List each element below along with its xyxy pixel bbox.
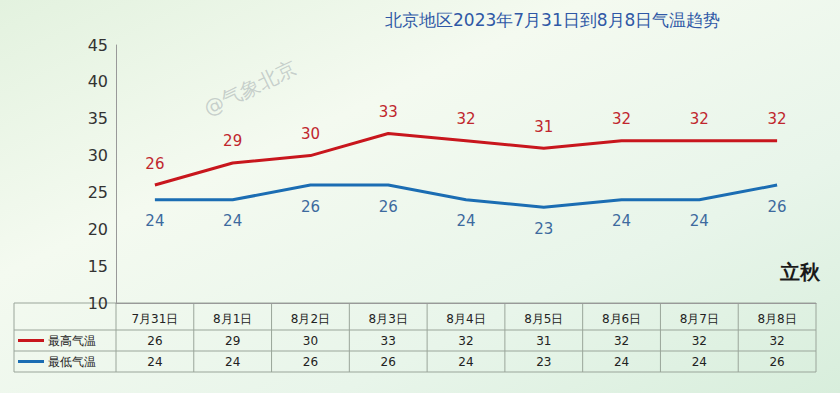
svg-text:@气象北京: @气象北京 [200,55,301,120]
svg-text:8月8日: 8月8日 [757,312,796,326]
svg-text:26: 26 [301,198,320,216]
svg-text:24: 24 [458,355,473,369]
svg-text:23: 23 [536,355,551,369]
svg-text:31: 31 [534,118,553,136]
svg-text:26: 26 [303,355,318,369]
svg-text:26: 26 [147,334,162,348]
svg-text:8月6日: 8月6日 [602,312,641,326]
svg-text:31: 31 [536,334,551,348]
svg-text:32: 32 [458,334,473,348]
svg-text:30: 30 [88,146,108,165]
svg-text:24: 24 [225,355,240,369]
svg-text:15: 15 [88,257,108,276]
svg-text:24: 24 [612,212,631,230]
svg-text:26: 26 [145,155,164,173]
svg-text:10: 10 [88,294,108,313]
svg-text:8月1日: 8月1日 [213,312,252,326]
svg-text:8月5日: 8月5日 [524,312,563,326]
svg-text:8月3日: 8月3日 [369,312,408,326]
svg-text:24: 24 [145,212,164,230]
svg-text:26: 26 [381,355,396,369]
svg-text:26: 26 [379,198,398,216]
svg-text:北京地区2023年7月31日到8月8日气温趋势: 北京地区2023年7月31日到8月8日气温趋势 [385,10,720,30]
svg-text:24: 24 [692,355,707,369]
svg-text:32: 32 [692,334,707,348]
svg-text:最高气温: 最高气温 [48,334,96,348]
svg-text:32: 32 [456,110,475,128]
svg-text:26: 26 [769,355,784,369]
svg-text:24: 24 [614,355,629,369]
svg-text:8月2日: 8月2日 [291,312,330,326]
svg-text:40: 40 [88,72,108,91]
svg-text:32: 32 [690,110,709,128]
svg-text:24: 24 [223,212,242,230]
svg-text:最低气温: 最低气温 [48,355,96,369]
svg-text:33: 33 [381,334,396,348]
svg-text:32: 32 [768,110,787,128]
svg-text:25: 25 [88,183,108,202]
svg-text:24: 24 [147,355,162,369]
svg-text:20: 20 [88,220,108,239]
svg-text:24: 24 [690,212,709,230]
svg-text:32: 32 [612,110,631,128]
svg-text:7月31日: 7月31日 [131,312,178,326]
svg-text:32: 32 [769,334,784,348]
svg-text:24: 24 [456,212,475,230]
svg-text:45: 45 [88,36,108,55]
svg-text:32: 32 [614,334,629,348]
svg-text:立秋: 立秋 [779,260,821,284]
svg-text:8月4日: 8月4日 [446,312,485,326]
svg-text:29: 29 [223,132,242,150]
svg-text:33: 33 [379,103,398,121]
svg-text:35: 35 [88,109,108,128]
svg-text:30: 30 [301,125,320,143]
svg-text:26: 26 [768,198,787,216]
svg-text:8月7日: 8月7日 [680,312,719,326]
svg-text:30: 30 [303,334,318,348]
svg-text:29: 29 [225,334,240,348]
svg-text:23: 23 [534,220,553,238]
